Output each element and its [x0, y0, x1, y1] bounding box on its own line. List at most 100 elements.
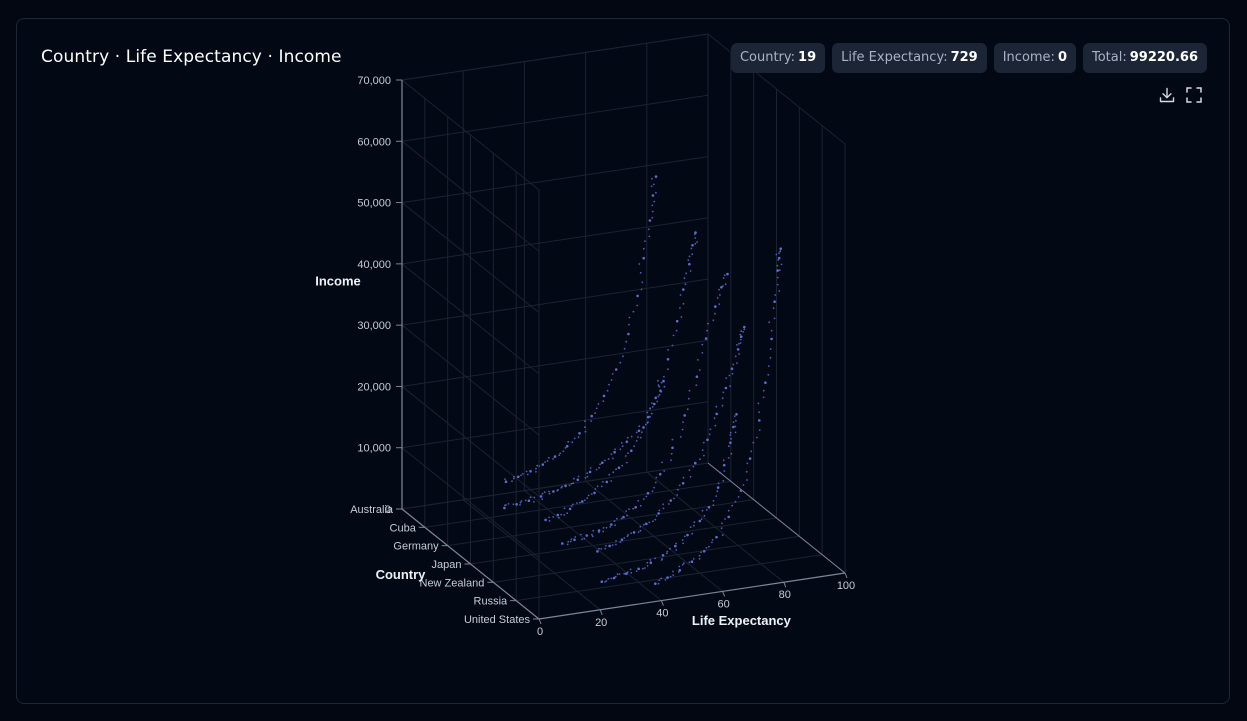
data-point	[689, 270, 692, 272]
data-point	[658, 509, 661, 512]
data-point	[644, 240, 646, 243]
data-point	[683, 562, 685, 565]
data-point	[720, 527, 723, 530]
data-point	[651, 406, 654, 408]
data-point	[602, 400, 605, 402]
data-point	[578, 432, 581, 435]
y-tick-label: Cuba	[390, 522, 417, 534]
data-point	[655, 191, 657, 194]
data-point	[770, 329, 773, 332]
data-point	[591, 535, 594, 538]
data-point	[696, 241, 698, 244]
data-point	[552, 516, 555, 518]
badge-country: Country: 19	[730, 43, 826, 73]
data-point	[690, 247, 693, 250]
data-point	[570, 538, 573, 540]
download-icon[interactable]	[1158, 86, 1176, 104]
data-point	[758, 429, 761, 431]
data-point	[686, 533, 689, 537]
data-point	[581, 500, 584, 503]
data-point	[640, 288, 643, 291]
data-point	[637, 499, 640, 502]
data-point	[621, 445, 624, 448]
data-point	[644, 423, 647, 426]
data-point	[524, 499, 527, 502]
data-point	[737, 496, 740, 498]
data-point	[527, 499, 531, 503]
z-tick-label: 50,000	[357, 198, 391, 210]
data-point	[742, 331, 744, 333]
data-point	[628, 316, 631, 319]
data-point	[619, 541, 622, 543]
data-point	[641, 431, 643, 434]
data-point	[746, 462, 749, 465]
data-point	[675, 319, 679, 323]
grid-line	[401, 324, 540, 436]
data-point	[580, 533, 582, 536]
data-point	[662, 507, 665, 510]
data-point	[613, 520, 616, 522]
data-point	[574, 536, 577, 538]
data-point	[671, 438, 674, 441]
data-point	[504, 478, 506, 480]
data-point	[614, 524, 616, 527]
data-point	[641, 281, 644, 284]
data-point	[743, 325, 746, 329]
data-point	[579, 501, 581, 504]
data-point	[646, 565, 649, 567]
data-point	[624, 455, 627, 457]
grid-line	[401, 33, 709, 81]
data-point	[732, 425, 735, 429]
data-point	[612, 471, 615, 474]
data-point	[734, 425, 737, 428]
data-point	[658, 385, 661, 388]
y-tick-label: Japan	[432, 559, 462, 571]
data-point	[632, 310, 635, 313]
badge-total-value: 99220.66	[1129, 50, 1198, 65]
data-point	[520, 474, 522, 477]
data-point	[736, 344, 738, 346]
data-point	[663, 470, 666, 472]
data-point	[584, 430, 587, 433]
data-point	[548, 456, 550, 459]
data-point	[572, 482, 575, 485]
data-point	[758, 411, 760, 414]
data-point	[663, 385, 666, 388]
data-point	[636, 294, 639, 298]
data-point	[722, 463, 726, 467]
data-point	[577, 475, 580, 478]
data-point	[644, 567, 646, 569]
data-point	[654, 396, 657, 400]
data-point	[657, 582, 660, 585]
data-point	[675, 542, 678, 545]
data-point	[536, 464, 539, 467]
data-point	[634, 506, 637, 509]
data-point	[651, 216, 654, 219]
fullscreen-icon[interactable]	[1185, 86, 1203, 104]
grid-line	[401, 140, 540, 252]
data-point	[675, 329, 678, 332]
data-point	[693, 521, 696, 524]
data-point	[671, 344, 674, 347]
data-point	[651, 490, 654, 492]
data-point	[561, 485, 563, 488]
x-tick-label: 60	[717, 598, 729, 610]
data-point	[653, 402, 656, 406]
data-point	[567, 440, 570, 443]
data-point	[692, 558, 695, 560]
y-tick-label: Australia	[350, 504, 394, 516]
data-point	[615, 517, 618, 520]
data-point	[590, 414, 593, 418]
data-point	[729, 434, 732, 436]
data-point	[653, 486, 655, 489]
badge-total: Total: 99220.66	[1082, 43, 1207, 73]
data-point	[570, 505, 573, 507]
data-point	[653, 200, 656, 203]
data-point	[778, 269, 781, 272]
data-point	[662, 379, 665, 383]
data-point	[690, 560, 694, 563]
data-point	[637, 436, 639, 438]
data-point	[768, 321, 771, 324]
data-point	[655, 476, 658, 479]
